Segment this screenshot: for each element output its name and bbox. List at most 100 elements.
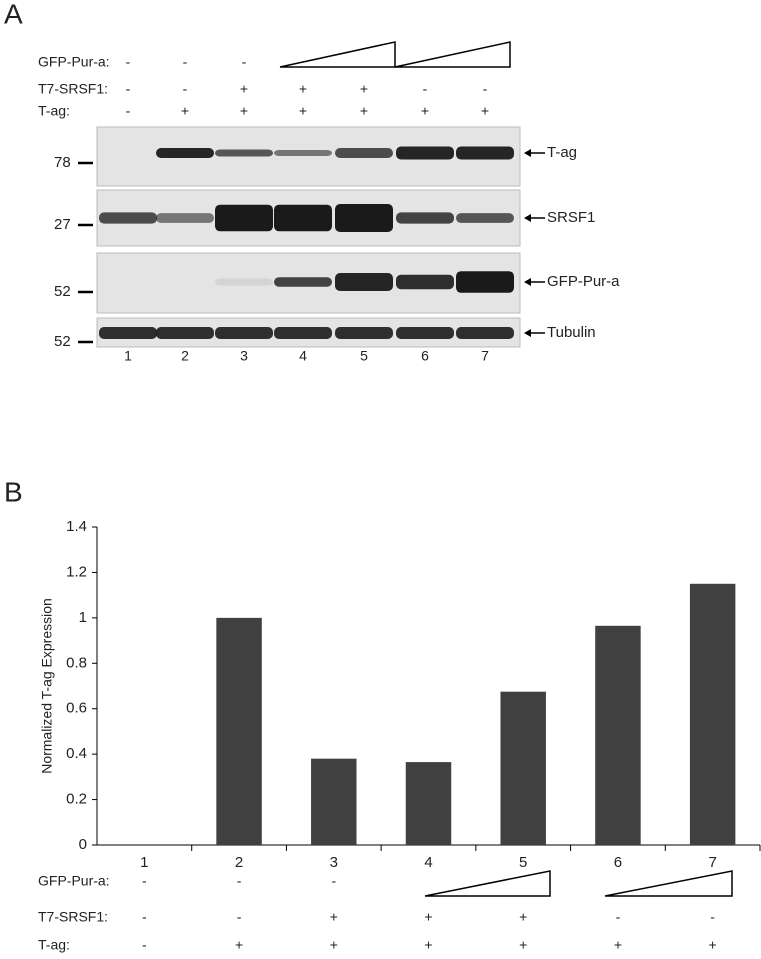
arrow-head: [524, 329, 531, 337]
band: [396, 146, 454, 160]
sign: +: [299, 103, 307, 119]
band: [215, 204, 273, 232]
sign: +: [424, 909, 432, 925]
row-label: T7-SRSF1:: [38, 81, 108, 97]
band: [274, 150, 332, 156]
band: [456, 327, 514, 339]
sign: -: [142, 873, 147, 889]
sign: -: [423, 81, 428, 97]
sign: +: [424, 937, 432, 953]
row-label: T-ag:: [38, 103, 70, 119]
panel-label: A: [4, 0, 23, 29]
sign: -: [126, 54, 131, 70]
y-tick-label: 0.8: [66, 654, 87, 671]
sign: -: [126, 103, 131, 119]
y-tick-label: 1: [79, 609, 87, 626]
arrow-head: [524, 214, 531, 222]
band: [335, 327, 393, 339]
row-label: GFP-Pur-a:: [38, 873, 110, 889]
sign: +: [299, 81, 307, 97]
sign: +: [519, 937, 527, 953]
protein-label: Tubulin: [547, 324, 596, 341]
arrow-head: [524, 278, 531, 286]
sign: +: [240, 103, 248, 119]
sign: +: [421, 103, 429, 119]
x-tick-label: 2: [235, 854, 243, 871]
bar: [216, 617, 262, 845]
panel-label: B: [4, 476, 23, 507]
bar: [689, 583, 736, 845]
sign: -: [183, 54, 188, 70]
protein-label: SRSF1: [547, 209, 595, 226]
sign: -: [242, 54, 247, 70]
y-axis-label: Normalized T-ag Expression: [39, 598, 55, 774]
sign: -: [142, 909, 147, 925]
band: [335, 273, 393, 291]
band: [456, 213, 514, 223]
band: [156, 148, 214, 158]
band: [274, 277, 332, 287]
x-tick-label: 7: [708, 854, 716, 871]
sign: -: [483, 81, 488, 97]
sign: -: [616, 909, 621, 925]
gradient-triangle: [604, 870, 733, 897]
band: [215, 278, 273, 286]
sign: +: [360, 103, 368, 119]
sign: +: [519, 909, 527, 925]
marker-label: 78: [54, 154, 71, 171]
sign: +: [240, 81, 248, 97]
gradient-triangle: [279, 41, 396, 68]
band: [156, 213, 214, 223]
gradient-triangle: [394, 41, 511, 68]
band: [99, 327, 157, 339]
lane-number: 6: [421, 348, 429, 364]
band: [335, 204, 393, 232]
lane-number: 3: [240, 348, 248, 364]
marker-label: 27: [54, 216, 71, 233]
marker-label: 52: [54, 283, 71, 300]
sign: +: [614, 937, 622, 953]
sign: +: [181, 103, 189, 119]
band: [396, 212, 454, 224]
sign: -: [142, 937, 147, 953]
protein-label: T-ag: [547, 144, 577, 161]
lane-number: 2: [181, 348, 189, 364]
band: [456, 271, 514, 293]
band: [396, 327, 454, 339]
band: [335, 148, 393, 158]
y-tick-label: 0.6: [66, 700, 87, 717]
band: [274, 204, 332, 232]
row-label: GFP-Pur-a:: [38, 54, 110, 70]
sign: -: [710, 909, 715, 925]
y-tick-label: 0.2: [66, 791, 87, 808]
x-tick-label: 3: [330, 854, 338, 871]
sign: +: [709, 937, 717, 953]
sign: +: [330, 909, 338, 925]
band: [215, 327, 273, 339]
band: [156, 327, 214, 339]
y-tick-label: 1.2: [66, 563, 87, 580]
sign: -: [237, 873, 242, 889]
lane-number: 7: [481, 348, 489, 364]
bar: [500, 691, 546, 845]
protein-label: GFP-Pur-a: [547, 273, 620, 290]
sign: -: [183, 81, 188, 97]
row-label: T-ag:: [38, 937, 70, 953]
row-label: T7-SRSF1:: [38, 909, 108, 925]
sign: +: [330, 937, 338, 953]
sign: +: [481, 103, 489, 119]
sign: -: [126, 81, 131, 97]
band: [456, 146, 514, 160]
bar: [405, 762, 452, 845]
marker-label: 52: [54, 333, 71, 350]
lane-number: 1: [124, 348, 132, 364]
gradient-triangle: [424, 870, 551, 897]
y-tick-label: 0: [79, 836, 87, 853]
y-tick-label: 0.4: [66, 745, 87, 762]
band: [99, 212, 157, 224]
band: [215, 149, 273, 157]
arrow-head: [524, 149, 531, 157]
band: [274, 327, 332, 339]
band: [396, 274, 454, 290]
x-tick-label: 5: [519, 854, 527, 871]
